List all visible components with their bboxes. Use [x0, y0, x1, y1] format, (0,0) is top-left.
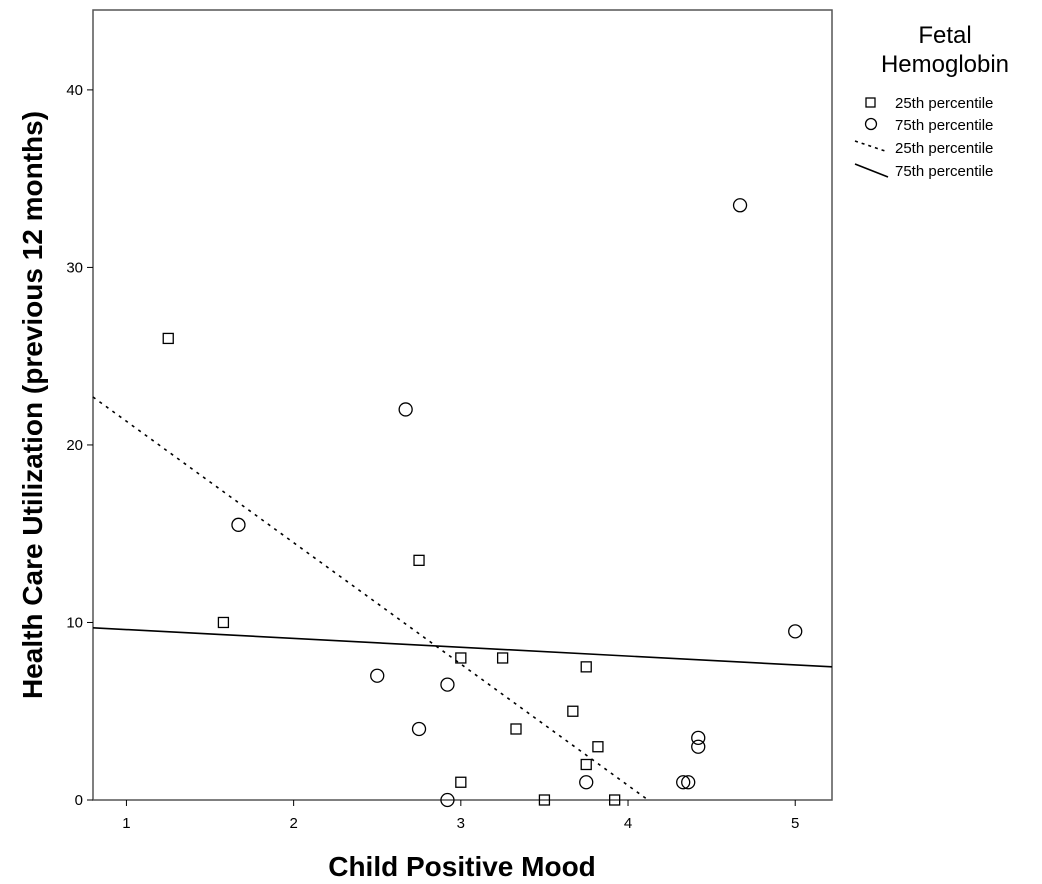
legend-title-line-2: Hemoglobin [881, 51, 1009, 78]
x-tick-label: 1 [122, 815, 130, 832]
fit-lines [92, 396, 833, 801]
y-tick-label: 0 [75, 792, 83, 809]
square-point [592, 741, 604, 753]
legend: Fetal Hemoglobin 25th percentile 75th pe… [854, 22, 1009, 180]
square-point [413, 554, 425, 566]
circle-point [579, 775, 594, 790]
circle-point [411, 721, 427, 737]
circle-point [398, 402, 413, 417]
y-axis-ticks: 0 10 20 30 40 [66, 82, 93, 809]
legend-title-line-1: Fetal [918, 22, 971, 49]
square-point [162, 332, 174, 345]
square-point [217, 616, 230, 629]
square-point [455, 776, 467, 788]
square-point [580, 661, 592, 673]
circle-point [231, 517, 246, 532]
y-axis-title: Health Care Utilization (previous 12 mon… [17, 111, 48, 699]
legend-label-solid-line: 75th percentile [895, 163, 993, 180]
legend-label-circles: 75th percentile [895, 117, 993, 134]
x-tick-label: 4 [624, 815, 632, 832]
y-tick-label: 40 [66, 82, 83, 99]
circle-point [440, 677, 455, 692]
square-point [455, 652, 467, 664]
data-points [162, 198, 803, 808]
legend-circle-marker [864, 117, 878, 131]
legend-solid-line-marker [854, 163, 889, 178]
x-axis-ticks: 1 2 3 4 5 [122, 800, 799, 832]
y-tick-label: 30 [66, 259, 83, 276]
x-tick-label: 2 [289, 815, 297, 832]
fit-line-75th-percentile [92, 626, 833, 668]
square-point [580, 758, 592, 771]
square-point [538, 794, 551, 806]
square-point [496, 652, 509, 664]
square-point [510, 723, 522, 735]
square-point [567, 705, 579, 717]
legend-dashed-line-marker [854, 140, 889, 153]
legend-label-dashed-line: 25th percentile [895, 140, 993, 157]
circle-point [440, 792, 455, 808]
x-tick-label: 3 [457, 815, 465, 832]
circle-point [370, 668, 385, 683]
fit-line-25th-percentile [92, 396, 649, 801]
legend-label-squares: 25th percentile [895, 95, 993, 112]
circle-point [691, 739, 706, 754]
circle-point [676, 775, 691, 790]
y-tick-label: 20 [66, 437, 83, 454]
circle-point [732, 198, 748, 213]
circle-point [788, 624, 803, 639]
square-point [608, 794, 621, 806]
circle-point [691, 730, 706, 746]
y-tick-label: 10 [66, 614, 83, 631]
x-tick-label: 5 [791, 815, 799, 832]
plot-frame [92, 9, 833, 801]
circle-point [681, 775, 696, 790]
legend-square-marker [865, 97, 876, 108]
x-axis-title: Child Positive Mood [328, 851, 596, 882]
